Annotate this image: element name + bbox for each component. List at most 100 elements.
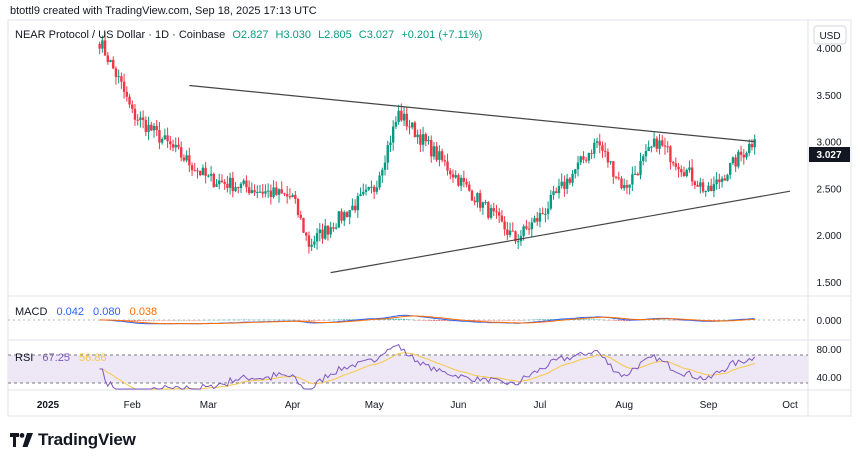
candle-body xyxy=(402,113,406,121)
candle-body xyxy=(655,138,659,149)
candle-body xyxy=(250,190,254,194)
candle-body xyxy=(590,153,593,155)
candle-body xyxy=(106,55,109,63)
candle-body xyxy=(182,157,186,161)
macd-histogram-bar xyxy=(620,320,623,322)
macd-histogram-bar xyxy=(680,320,683,321)
price-tick: 4.000 xyxy=(816,44,841,55)
candle-body xyxy=(470,190,474,201)
macd-histogram-bar xyxy=(321,320,324,321)
macd-histogram-bar xyxy=(674,320,677,321)
currency-label: USD xyxy=(819,31,840,42)
candle-body xyxy=(633,173,637,175)
macd-histogram-bar xyxy=(432,320,435,321)
candle-body xyxy=(199,170,202,176)
candle-body xyxy=(574,169,577,174)
candle-body xyxy=(212,173,215,187)
macd-histogram-bar xyxy=(201,319,204,321)
macd-histogram-bar xyxy=(598,319,601,321)
rsi-axis-label-low: 40.00 xyxy=(816,373,841,384)
macd-histogram-bar xyxy=(443,320,446,322)
macd-histogram-bar xyxy=(125,320,128,321)
macd-histogram-bar xyxy=(625,320,628,322)
candle-body xyxy=(337,211,341,228)
candle-body xyxy=(329,227,332,235)
macd-histogram-bar xyxy=(305,320,308,321)
candle-body xyxy=(356,196,360,211)
macd-histogram-bar xyxy=(177,319,180,321)
macd-histogram-bar xyxy=(481,320,484,321)
currency-selector[interactable] xyxy=(813,25,847,45)
macd-histogram-bar xyxy=(544,319,547,320)
macd-histogram-bar xyxy=(476,320,479,321)
candle-body xyxy=(557,185,561,194)
candle-body xyxy=(718,179,721,182)
macd-histogram-bar xyxy=(297,320,300,321)
macd-histogram-bar xyxy=(261,319,264,321)
candle-body xyxy=(739,151,743,155)
time-tick: Aug xyxy=(615,400,633,411)
time-tick: May xyxy=(365,400,384,411)
macd-histogram-bar xyxy=(231,319,234,321)
macd-histogram-bar xyxy=(677,320,680,321)
macd-histogram-bar xyxy=(427,320,430,321)
candle-body xyxy=(307,235,311,247)
macd-histogram-bar xyxy=(574,319,577,320)
rsi-axis-label-high: 80.00 xyxy=(816,345,841,356)
candle-body xyxy=(612,161,615,177)
macd-histogram-bar xyxy=(144,320,147,321)
macd-histogram-bar xyxy=(604,319,607,321)
macd-histogram-bar xyxy=(669,320,672,321)
candle-body xyxy=(642,156,645,161)
candle-body xyxy=(748,143,751,153)
candle-body xyxy=(299,214,302,219)
macd-histogram-bar xyxy=(239,319,242,321)
candle-body xyxy=(247,187,251,194)
candle-body xyxy=(443,160,447,162)
candle-body xyxy=(522,226,525,237)
time-tick: Mar xyxy=(200,400,218,411)
candle-body xyxy=(188,155,191,166)
macd-histogram-bar xyxy=(612,320,615,321)
candle-body xyxy=(386,145,389,163)
candle-body xyxy=(291,194,294,198)
candle-body xyxy=(160,139,164,143)
candle-body xyxy=(136,119,139,121)
macd-histogram-bar xyxy=(644,319,647,321)
macd-histogram-bar xyxy=(275,319,278,321)
candle-body xyxy=(609,161,612,163)
candle-body xyxy=(473,200,476,203)
candle-body xyxy=(549,194,553,209)
macd-histogram-bar xyxy=(430,320,433,321)
candle-body xyxy=(305,232,308,236)
candle-body xyxy=(603,150,607,152)
time-tick: Sep xyxy=(700,400,718,411)
macd-histogram-bar xyxy=(191,320,194,321)
candle-body xyxy=(652,138,656,147)
candle-body xyxy=(688,167,691,170)
candle-body xyxy=(745,152,748,158)
macd-histogram-bar xyxy=(522,319,525,321)
candle-body xyxy=(378,175,381,188)
price-tick: 2.500 xyxy=(816,184,841,195)
candle-body xyxy=(465,181,468,185)
macd-histogram-bar xyxy=(473,320,476,321)
candle-body xyxy=(321,229,324,239)
macd-histogram-bar xyxy=(153,320,155,321)
trendlines xyxy=(189,84,791,274)
candle-body xyxy=(742,154,745,158)
macd-histogram-bar xyxy=(541,319,544,320)
candle-body xyxy=(169,141,172,145)
candle-body xyxy=(185,155,188,161)
chart-frame xyxy=(7,19,852,417)
tradingview-logo-icon xyxy=(10,433,33,447)
candle-body xyxy=(454,175,457,178)
macd-histogram-bar xyxy=(215,319,218,321)
candle-body xyxy=(315,233,319,242)
macd-histogram-bar xyxy=(484,320,487,321)
candle-body xyxy=(620,178,623,189)
macd-histogram-bar xyxy=(492,320,495,321)
candle-body xyxy=(440,151,444,161)
macd-histogram-bar xyxy=(389,318,392,320)
macd-histogram-bar xyxy=(264,319,267,321)
